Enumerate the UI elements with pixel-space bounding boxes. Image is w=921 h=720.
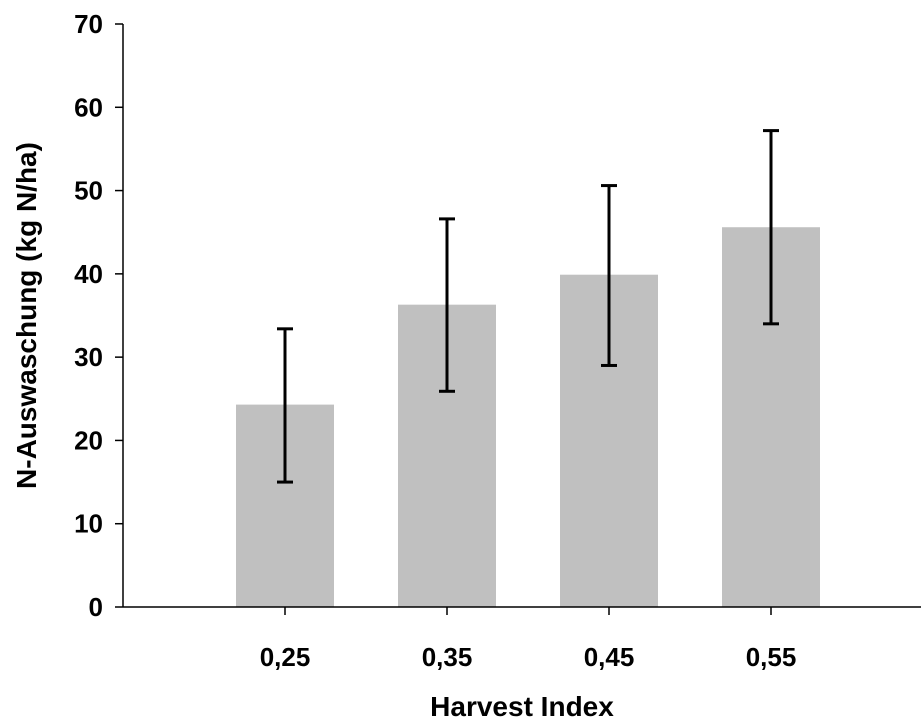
y-ticks-group: 0 10 20 30 40 50 60 70 [74,9,123,622]
x-tick-label: 0,45 [584,642,635,672]
error-bars-group [277,129,779,484]
y-tick-label: 10 [74,509,103,539]
x-tick-label: 0,35 [422,642,473,672]
x-axis-label: Harvest Index [430,691,614,720]
y-tick-label: 50 [74,176,103,206]
x-tick-label: 0,55 [746,642,797,672]
x-tick-label: 0,25 [260,642,311,672]
error-bar-1 [439,217,455,393]
y-tick-label: 60 [74,92,103,122]
y-tick-label: 40 [74,259,103,289]
y-axis-label: N-Auswaschung (kg N/ha) [11,142,42,489]
error-bar-2 [601,184,617,367]
error-bar-3 [763,129,779,326]
error-bar-0 [277,327,293,484]
y-tick-label: 20 [74,425,103,455]
y-tick-label: 70 [74,9,103,39]
bars-group [236,227,820,607]
x-ticks-group: 0,25 0,35 0,45 0,55 [260,607,797,672]
y-tick-label: 0 [89,592,103,622]
y-tick-label: 30 [74,342,103,372]
